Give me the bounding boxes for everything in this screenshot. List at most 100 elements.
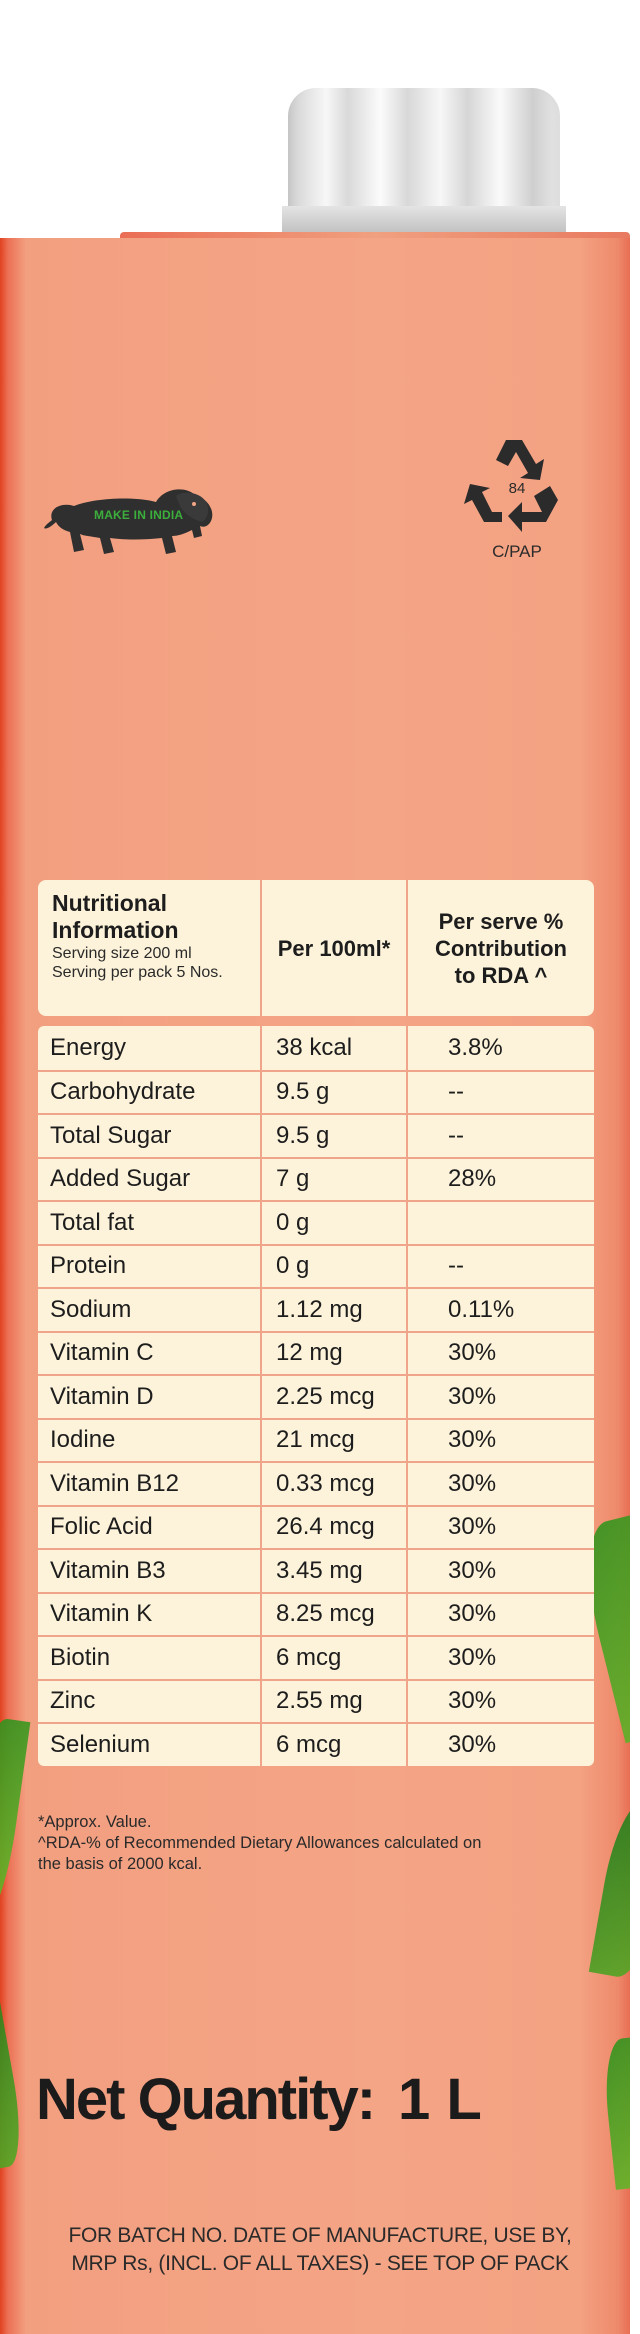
carton-shoulder [120, 232, 630, 242]
table-row: Vitamin C 12 mg 30% [38, 1330, 594, 1374]
rda-value: 3.8% [448, 1033, 503, 1061]
nutrition-title: Information [52, 917, 179, 943]
per100-value: 6 mcg [260, 1637, 408, 1679]
table-row: Vitamin B12 0.33 mcg 30% [38, 1461, 594, 1505]
per100-value: 0 g [260, 1202, 408, 1244]
table-row: Total fat 0 g [38, 1200, 594, 1244]
rda-value: 0.11% [448, 1295, 515, 1323]
nutrient-name: Total Sugar [50, 1121, 172, 1149]
nutrient-name: Total fat [50, 1208, 135, 1236]
serving-size: Serving size 200 ml [52, 945, 192, 962]
rda-value: 30% [448, 1513, 497, 1541]
leaf-decoration [588, 1794, 630, 1982]
recycle-icon [464, 440, 558, 532]
nutrient-name: Selenium [50, 1730, 151, 1758]
rda-value: -- [448, 1121, 464, 1149]
nutrition-table: Nutritional Information Serving size 200… [38, 880, 594, 1766]
column-header: to RDA ^ [454, 962, 548, 988]
table-row: Zinc 2.55 mg 30% [38, 1678, 594, 1722]
leaf-decoration [0, 1995, 29, 2171]
rda-value: 30% [448, 1600, 497, 1628]
net-quantity-label: Net Quantity: [36, 2067, 376, 2132]
per100-value: 3.45 mg [260, 1550, 408, 1592]
rda-value: 30% [448, 1643, 497, 1671]
footnote: *Approx. Value. [38, 1813, 152, 1831]
per100-value: 2.55 mg [260, 1680, 408, 1722]
table-row: Selenium 6 mcg 30% [38, 1722, 594, 1766]
lion-icon [44, 489, 213, 554]
rda-value: 28% [448, 1165, 497, 1193]
recycle-mark: 84 [462, 434, 572, 534]
rda-value: 30% [448, 1382, 497, 1410]
rda-value: -- [448, 1252, 464, 1280]
nutrition-table-header: Nutritional Information Serving size 200… [38, 880, 594, 1016]
leaf-decoration [0, 1715, 31, 1931]
per100-value: 1.12 mg [260, 1289, 408, 1331]
nutrition-table-body: Energy 38 kcal 3.8% Carbohydrate 9.5 g -- Tota… [38, 1026, 594, 1766]
nutrient-name: Biotin [50, 1643, 111, 1671]
header-cell-rda: Per serve % Contribution to RDA ^ [408, 880, 594, 1016]
table-row: Protein 0 g -- [38, 1243, 594, 1287]
table-row: Sodium 1.12 mg 0.11% [38, 1287, 594, 1331]
footnote: the basis of 2000 kcal. [38, 1855, 203, 1873]
per100-value: 38 kcal [260, 1026, 408, 1070]
rda-value [408, 1202, 594, 1244]
table-row: Energy 38 kcal 3.8% [38, 1026, 594, 1070]
per100-value: 6 mcg [260, 1724, 408, 1766]
header-cell-per100: Per 100ml* [260, 880, 408, 1016]
per100-value: 12 mg [260, 1332, 408, 1374]
net-quantity-value: 1 L [398, 2067, 482, 2132]
per100-value: 7 g [260, 1158, 408, 1200]
nutrient-name: Energy [50, 1033, 127, 1061]
column-header: Per 100ml* [277, 935, 391, 961]
nutrient-name: Vitamin B3 [50, 1556, 166, 1584]
table-row: Vitamin K 8.25 mcg 30% [38, 1591, 594, 1635]
rda-value: 30% [448, 1730, 497, 1758]
nutrient-name: Sodium [50, 1295, 132, 1323]
nutrient-name: Protein [50, 1252, 127, 1280]
column-header: Per serve % [438, 908, 564, 934]
nutrient-name: Vitamin B12 [50, 1469, 179, 1497]
table-row: Vitamin D 2.25 mcg 30% [38, 1374, 594, 1418]
table-row: Carbohydrate 9.5 g -- [38, 1069, 594, 1113]
bottle-cap [282, 88, 566, 236]
nutrient-name: Iodine [50, 1426, 116, 1454]
batch-info: FOR BATCH NO. DATE OF MANUFACTURE, USE B… [40, 2222, 600, 2278]
rda-value: 30% [448, 1469, 497, 1497]
batch-info-line: MRP Rs, (INCL. OF ALL TAXES) - SEE TOP O… [71, 2252, 569, 2275]
rda-value: 30% [448, 1426, 497, 1454]
batch-info-line: FOR BATCH NO. DATE OF MANUFACTURE, USE B… [68, 2224, 572, 2247]
table-row: Added Sugar 7 g 28% [38, 1156, 594, 1200]
nutrient-name: Folic Acid [50, 1513, 153, 1541]
footnote: ^RDA-% of Recommended Dietary Allowances… [38, 1834, 482, 1852]
table-row: Vitamin B3 3.45 mg 30% [38, 1548, 594, 1592]
column-header: Contribution [435, 935, 567, 961]
recycle-number: 84 [508, 480, 526, 497]
per100-value: 9.5 g [260, 1071, 408, 1113]
per100-value: 9.5 g [260, 1115, 408, 1157]
table-row: Total Sugar 9.5 g -- [38, 1113, 594, 1157]
recycle-code: C/PAP [492, 542, 542, 561]
per100-value: 21 mcg [260, 1419, 408, 1461]
per100-value: 0.33 mcg [260, 1463, 408, 1505]
leaf-decoration [600, 2036, 630, 2190]
per100-value: 8.25 mcg [260, 1593, 408, 1635]
header-cell-info: Nutritional Information Serving size 200… [38, 880, 260, 1016]
per100-value: 26.4 mcg [260, 1506, 408, 1548]
make-in-india-text: MAKE IN INDIA [94, 508, 184, 522]
nutrient-name: Carbohydrate [50, 1078, 196, 1106]
rda-value: -- [448, 1078, 464, 1106]
rda-value: 30% [448, 1339, 497, 1367]
table-row: Iodine 21 mcg 30% [38, 1417, 594, 1461]
table-row: Biotin 6 mcg 30% [38, 1635, 594, 1679]
nutrition-title: Nutritional [52, 890, 167, 916]
serving-per-pack: Serving per pack 5 Nos. [52, 964, 223, 981]
footnotes: *Approx. Value. ^RDA-% of Recommended Di… [38, 1812, 558, 1875]
nutrient-name: Added Sugar [50, 1165, 191, 1193]
rda-value: 30% [448, 1556, 497, 1584]
per100-value: 2.25 mcg [260, 1376, 408, 1418]
per100-value: 0 g [260, 1245, 408, 1287]
nutrient-name: Zinc [50, 1687, 96, 1715]
table-row: Folic Acid 26.4 mcg 30% [38, 1504, 594, 1548]
nutrient-name: Vitamin C [50, 1339, 154, 1367]
